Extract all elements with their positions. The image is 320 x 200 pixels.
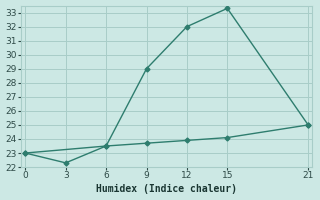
X-axis label: Humidex (Indice chaleur): Humidex (Indice chaleur) — [96, 184, 237, 194]
